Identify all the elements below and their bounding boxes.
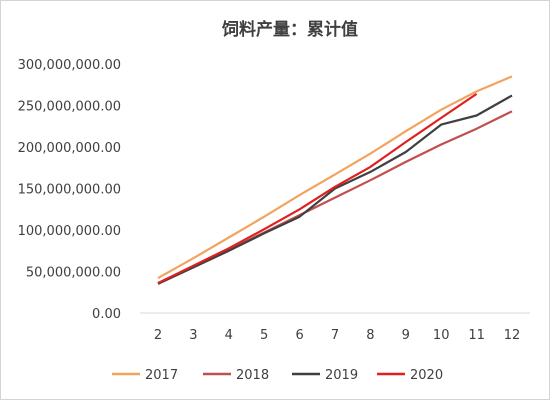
series-line-2017 <box>157 75 513 280</box>
legend-label-2019: 2019 <box>325 368 358 383</box>
x-tick-label: 7 <box>331 328 339 343</box>
y-tick-label: 100,000,000.00 <box>18 224 121 239</box>
series-line-2019 <box>157 94 513 285</box>
y-axis: 0.00 50,000,000.00 100,000,000.00 150,000,0… <box>18 58 121 322</box>
x-tick-label: 8 <box>366 328 374 343</box>
chart-title: 饲料产量：累计值 <box>221 19 358 40</box>
x-tick-label: 6 <box>295 328 303 343</box>
y-tick-label: 200,000,000.00 <box>18 141 121 156</box>
x-tick-label: 12 <box>504 328 521 343</box>
y-tick-label: 250,000,000.00 <box>18 100 121 115</box>
legend-label-2017: 2017 <box>145 368 178 383</box>
legend-label-2018: 2018 <box>236 368 269 383</box>
legend-label-2020: 2020 <box>410 368 443 383</box>
x-axis: 2 3 4 5 6 7 8 9 10 11 12 <box>140 312 530 343</box>
y-tick-label: 150,000,000.00 <box>18 183 121 198</box>
x-tick-label: 5 <box>260 328 268 343</box>
x-tick-label: 2 <box>154 328 162 343</box>
x-tick-label: 10 <box>433 328 450 343</box>
x-tick-label: 3 <box>189 328 197 343</box>
x-tick-label: 4 <box>225 328 233 343</box>
y-tick-label: 50,000,000.00 <box>26 266 121 281</box>
series-lines <box>157 75 513 285</box>
y-tick-label: 300,000,000.00 <box>18 58 121 73</box>
x-tick-label: 9 <box>402 328 410 343</box>
series-line-2020 <box>157 92 478 285</box>
y-tick-label: 0.00 <box>92 307 121 322</box>
x-tick-label: 11 <box>468 328 485 343</box>
legend: 2017 2018 2019 2020 <box>112 368 443 383</box>
